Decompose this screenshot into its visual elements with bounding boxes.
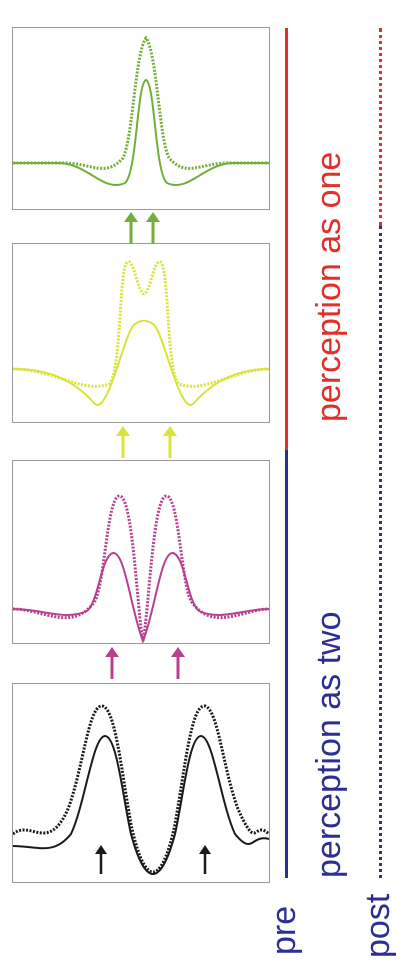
arrows-green bbox=[12, 210, 270, 246]
label-perception-as-two: perception as two bbox=[310, 611, 348, 879]
post-line-red-segment bbox=[379, 28, 382, 226]
post-line-blue-segment bbox=[379, 226, 382, 878]
yellow-solid-curve bbox=[13, 319, 269, 406]
panel-magenta-two-peaks bbox=[12, 460, 270, 644]
green-solid-curve bbox=[13, 78, 269, 186]
yellow-curves bbox=[13, 260, 269, 406]
arrow-up-icon bbox=[124, 212, 138, 244]
pre-line-red-segment bbox=[285, 28, 288, 450]
arrows-yellow bbox=[12, 424, 270, 460]
panel-green-merged bbox=[12, 27, 270, 210]
panel-black-two-peaks bbox=[12, 683, 270, 883]
black-curves bbox=[13, 704, 269, 876]
label-perception-as-one: perception as one bbox=[310, 151, 348, 422]
green-dotted-curve bbox=[13, 35, 269, 170]
arrow-up-icon bbox=[95, 845, 107, 874]
black-solid-curve bbox=[13, 734, 269, 876]
panel-yellow-flat bbox=[12, 243, 270, 423]
magenta-solid-curve bbox=[13, 552, 269, 643]
arrow-up-icon bbox=[199, 845, 211, 874]
pre-line-blue-segment bbox=[285, 450, 288, 878]
arrow-up-icon bbox=[116, 426, 130, 458]
arrow-up-icon bbox=[163, 426, 177, 458]
label-post: post bbox=[359, 893, 397, 958]
black-dotted-curve bbox=[13, 704, 269, 874]
arrow-up-icon bbox=[105, 647, 119, 679]
magenta-dotted-curve bbox=[13, 494, 269, 642]
label-pre: pre bbox=[265, 905, 303, 955]
arrows-black bbox=[12, 842, 270, 878]
green-curves bbox=[13, 35, 269, 186]
magenta-curves bbox=[13, 494, 269, 643]
arrow-up-icon bbox=[171, 647, 185, 679]
arrows-magenta bbox=[12, 645, 270, 681]
yellow-dotted-curve bbox=[13, 260, 269, 388]
arrow-up-icon bbox=[146, 212, 160, 244]
